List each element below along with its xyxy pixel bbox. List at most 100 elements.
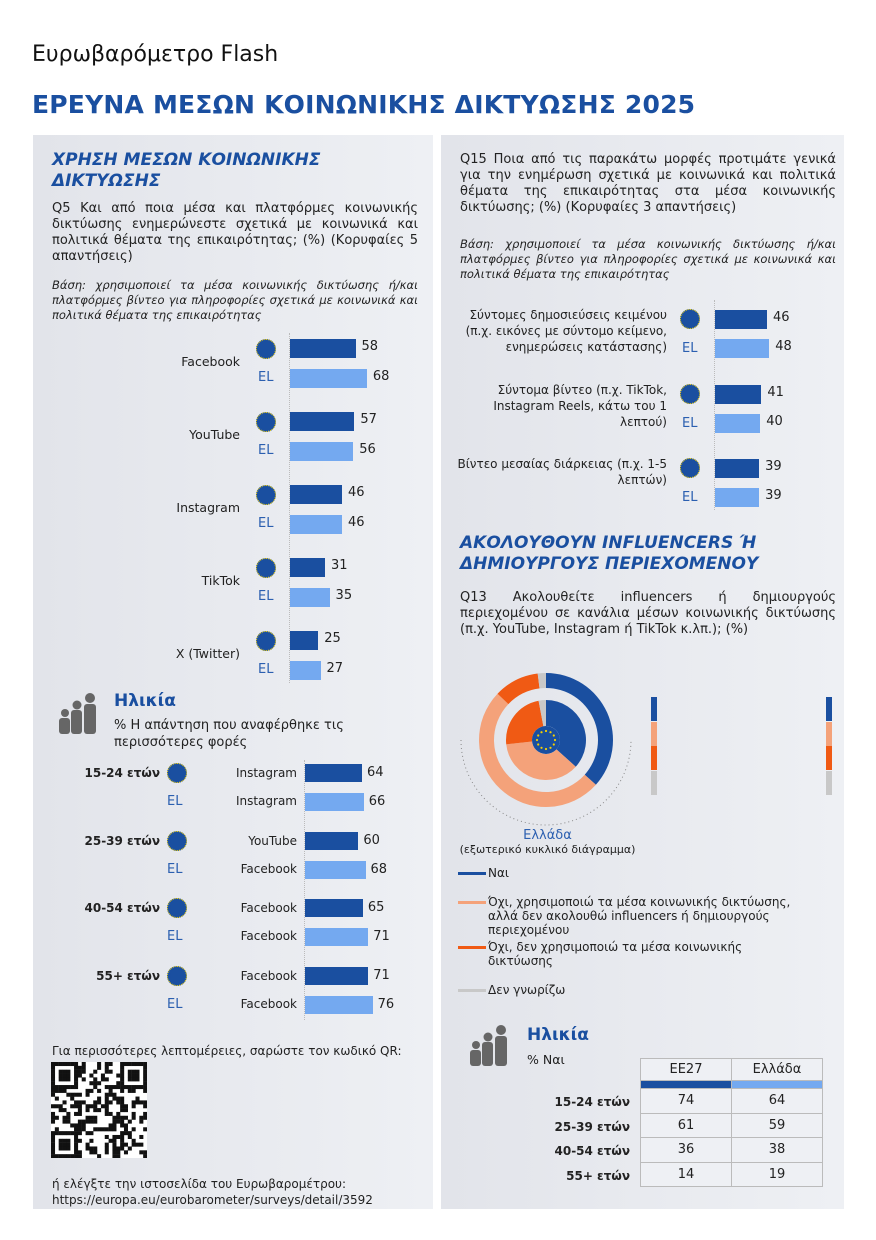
eu-flag-icon [256, 339, 276, 359]
table-row: 61 59 [640, 1112, 823, 1138]
el-label: EL [258, 516, 274, 531]
bar-eu27 [715, 310, 767, 329]
value-el: 46 [347, 515, 365, 530]
q5-question: Q5 Και από ποια μέσα και πλατφόρμες κοιν… [52, 201, 418, 264]
eu-star-icon [544, 729, 548, 733]
row-color-marker [826, 697, 832, 721]
value-eu27: 39 [765, 459, 782, 474]
legend-item: Ναι [458, 866, 808, 880]
legend-item: Όχι, χρησιμοποιώ τα μέσα κοινωνικής δικτ… [458, 895, 808, 937]
el-label: EL [682, 416, 698, 431]
value-eu27: 60 [363, 833, 380, 848]
age-group-label: 25-39 ετών [84, 834, 161, 848]
value-eu27: 41 [767, 385, 784, 400]
bar-el [305, 996, 373, 1014]
q5-axis [289, 333, 290, 683]
bar-eu27 [290, 412, 355, 431]
age-group-label: 40-54 ετών [84, 901, 161, 915]
cell-eu27: 61 [640, 1112, 732, 1138]
eu-flag-icon [532, 726, 560, 754]
age-group-label: 55+ ετών [566, 1168, 630, 1183]
eu-star-icon [549, 731, 552, 734]
row-color-marker [826, 721, 832, 746]
el-label: EL [167, 794, 183, 809]
age-group-label: 55+ ετών [96, 969, 160, 983]
cell-el: 64 [731, 1088, 823, 1114]
row-color-marker [826, 770, 832, 795]
bar-el [305, 861, 366, 879]
legend-label: Δεν γνωρίζω [488, 983, 566, 997]
legend-line [458, 872, 486, 875]
age-group-label: 15-24 ετών [84, 766, 161, 780]
bar-eu27 [305, 832, 359, 850]
eu-star-icon [537, 734, 540, 737]
cell-el: 19 [731, 1161, 823, 1187]
value-el: 68 [372, 369, 390, 384]
eu-star-icon [552, 734, 555, 737]
age2-subtitle: % Ναι [527, 1052, 565, 1067]
row-color-marker [651, 770, 657, 795]
eu-star-icon [535, 738, 539, 742]
bar-eu27 [715, 459, 760, 478]
bar-eu27 [290, 631, 319, 650]
value-el: 48 [775, 339, 792, 354]
eu-flag-icon [680, 384, 700, 404]
report-title: ΕΡΕΥΝΑ ΜΕΣΩΝ ΚΟΙΝΩΝΙΚΗΣ ΔΙΚΤΥΩΣΗΣ 2025 [32, 90, 696, 119]
color-strip-eu27 [640, 1080, 732, 1089]
bar-el [290, 515, 342, 534]
bar-eu27 [305, 899, 363, 917]
value-eu27: 71 [373, 968, 390, 983]
qr-code[interactable] [51, 1062, 147, 1158]
donut-outer-segment-el [546, 673, 613, 785]
table-row: 74 64 [640, 1088, 823, 1114]
q15-item-label: Σύντομα βίντεο (π.χ. TikTok, Instagram R… [493, 383, 667, 429]
platform-eu27: Facebook [240, 969, 297, 983]
bar-eu27 [290, 558, 326, 577]
survey-link[interactable]: https://europa.eu/eurobarometer/surveys/… [52, 1193, 373, 1207]
q15-item-label: Σύντομες δημοσιεύσεις κειμένου (π.χ. εικ… [465, 308, 667, 354]
bar-el [715, 488, 760, 507]
age-subtitle: % Η απάντηση που αναφέρθηκε τις περισσότ… [114, 718, 344, 750]
value-el: 71 [373, 929, 390, 944]
eu-flag-icon [167, 831, 187, 851]
value-eu27: 46 [347, 485, 365, 500]
legend-label: Όχι, δεν χρησιμοποιώ τα μέσα κοινωνικής … [488, 940, 743, 968]
age-group-label: 15-24 ετών [554, 1095, 631, 1109]
legend-item: Όχι, δεν χρησιμοποιώ τα μέσα κοινωνικής … [458, 940, 808, 968]
bar-el [715, 339, 770, 358]
donut-caption: Ελλάδα [523, 828, 572, 843]
value-el: 35 [335, 588, 353, 603]
donut-inner-segment-eu27 [546, 700, 586, 767]
eu-flag-icon [680, 458, 700, 478]
platform-el: Facebook [240, 862, 297, 876]
value-el: 68 [370, 862, 388, 877]
eu-flag-icon [167, 966, 187, 986]
bar-eu27 [715, 385, 762, 404]
bar-eu27 [290, 339, 356, 358]
el-label: EL [258, 589, 274, 604]
q15-item-label: Βίντεο μεσαίας διάρκειας (π.χ. 1-5 λεπτώ… [457, 457, 667, 487]
platform-eu27: Instagram [235, 766, 297, 780]
age2-heading: Ηλικία [527, 1025, 589, 1045]
eu-flag-icon [167, 763, 187, 783]
value-eu27: 31 [331, 558, 348, 573]
legend-line [458, 989, 486, 992]
age-group-label: 25-39 ετών [554, 1119, 631, 1134]
table-header: Ελλάδα [731, 1058, 823, 1081]
value-el: 40 [766, 414, 783, 429]
legend-label: Ναι [488, 866, 509, 880]
value-eu27: 46 [772, 310, 790, 325]
row-color-marker [651, 721, 657, 746]
el-label: EL [258, 370, 274, 385]
bar-el [305, 793, 364, 811]
eu-flag-icon [256, 412, 276, 432]
el-label: EL [682, 490, 698, 505]
bar-el [715, 414, 761, 433]
eu-star-icon [537, 743, 540, 746]
q5-item-label: TikTok [201, 573, 240, 588]
q5-item-label: YouTube [189, 427, 240, 442]
donut-inner-segment-eu27 [506, 700, 544, 745]
qr-instructions: Για περισσότερες λεπτομέρειες, σαρώστε τ… [52, 1044, 402, 1058]
cell-el: 59 [731, 1112, 823, 1138]
cell-eu27: 14 [640, 1161, 732, 1187]
